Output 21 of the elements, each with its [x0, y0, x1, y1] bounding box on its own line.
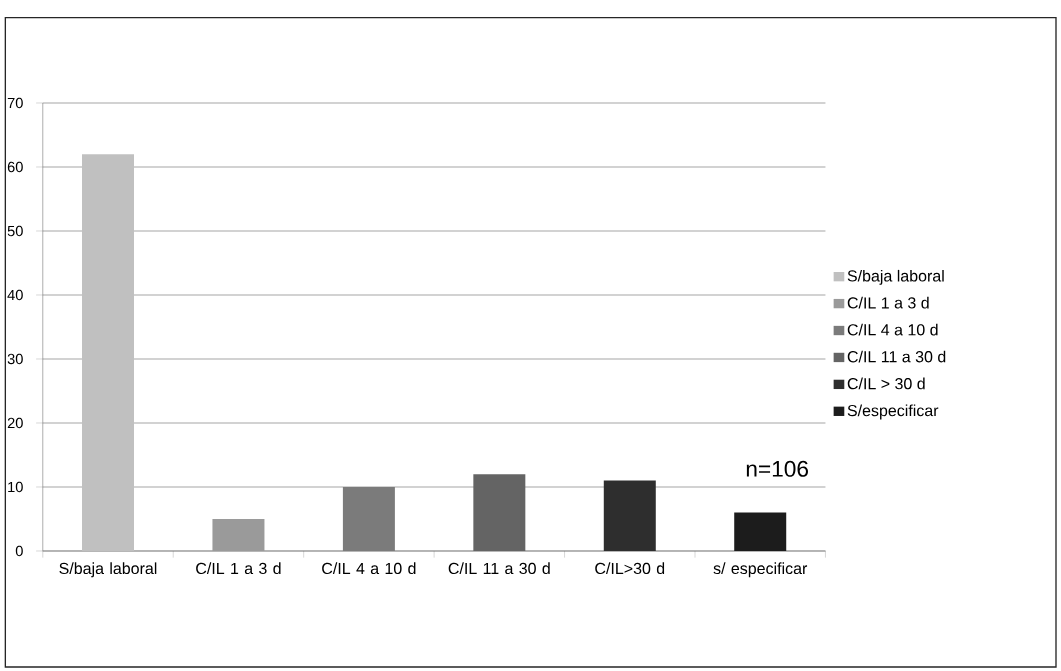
- y-tick-label: 40: [7, 289, 23, 301]
- x-tick-label: S/baja laboral: [59, 562, 157, 578]
- legend-label: S/especificar: [847, 404, 939, 420]
- y-tick-label: 70: [7, 97, 23, 109]
- y-tick-label: 20: [7, 417, 23, 429]
- legend-label: C/IL > 30 d: [847, 377, 925, 390]
- y-tick-label: 0: [15, 545, 23, 557]
- x-tick-label: s/ especificar: [713, 562, 808, 578]
- y-tick-label: 50: [7, 225, 23, 237]
- y-tick-label: 10: [8, 481, 23, 493]
- annotation: n=106: [746, 460, 808, 477]
- x-tick-label: C/IL 1 a 3 d: [196, 562, 281, 575]
- x-tick-label: C/IL 4 a 10 d: [322, 562, 416, 575]
- x-tick-label: C/IL>30 d: [595, 562, 665, 575]
- legend-label: C/IL 11 a 30 d: [847, 350, 946, 363]
- legend-label: C/IL 1 a 3 d: [847, 296, 929, 309]
- y-tick-label: 30: [7, 353, 23, 365]
- legend-label: S/baja laboral: [847, 269, 944, 285]
- y-tick-label: 60: [7, 161, 23, 173]
- x-tick-label: C/IL 11 a 30 d: [448, 562, 550, 575]
- legend-label: C/IL 4 a 10 d: [847, 323, 938, 336]
